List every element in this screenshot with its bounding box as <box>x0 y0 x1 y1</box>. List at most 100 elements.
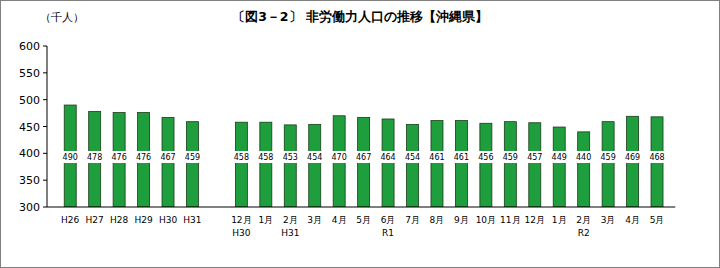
data-label: 464 <box>380 153 395 162</box>
data-label: 467 <box>356 153 371 162</box>
data-label: 458 <box>234 153 249 162</box>
data-label: 468 <box>649 153 664 162</box>
data-label-box <box>525 151 545 163</box>
x-tick-label-line: 12月 <box>231 215 251 225</box>
x-tick-label: 8月 <box>430 215 445 225</box>
x-tick-label-line: H29 <box>134 215 152 225</box>
x-tick-label-line: H26 <box>61 215 79 225</box>
bar <box>186 122 198 207</box>
data-label-box <box>647 151 667 163</box>
y-tick-label: 300 <box>19 201 40 214</box>
x-tick-label-line: 3月 <box>601 215 616 225</box>
x-tick-label-line: 3月 <box>307 215 322 225</box>
bar <box>455 121 467 207</box>
data-label: 440 <box>576 153 591 162</box>
x-tick-label: 1月 <box>258 215 273 225</box>
x-tick-label-line: 4月 <box>332 215 347 225</box>
bar <box>407 124 419 207</box>
y-tick <box>43 153 47 154</box>
x-tick-label-line: H28 <box>110 215 128 225</box>
data-label-box <box>158 151 178 163</box>
data-label: 453 <box>283 153 298 162</box>
x-tick-label-line: H30 <box>159 215 177 225</box>
data-label: 478 <box>87 153 102 162</box>
x-tick-label: 5月 <box>650 215 665 225</box>
data-label-box <box>623 151 643 163</box>
y-tick-label: 450 <box>19 121 40 134</box>
data-labels: 4904784764764674594584584534544704674644… <box>60 151 667 163</box>
data-label-box <box>305 151 325 163</box>
y-tick-label: 600 <box>19 40 40 53</box>
y-tick-label: 350 <box>19 174 40 187</box>
x-tick-label: 9月 <box>454 215 469 225</box>
bar <box>431 121 443 207</box>
y-tick <box>43 72 47 73</box>
data-label: 461 <box>429 153 444 162</box>
x-tick-label: 4月 <box>332 215 347 225</box>
x-tick-label-line: H31 <box>281 228 299 238</box>
data-label-box <box>134 151 154 163</box>
x-tick-label-line: 4月 <box>625 215 640 225</box>
data-label-box <box>280 151 300 163</box>
data-label-box <box>427 151 447 163</box>
data-label-box <box>60 151 80 163</box>
x-tick-label-line: R2 <box>578 228 590 238</box>
data-label-box <box>500 151 520 163</box>
x-tick-label-line: 7月 <box>405 215 420 225</box>
bar <box>480 123 492 207</box>
data-label-box <box>476 151 496 163</box>
x-tick-label: H31 <box>183 215 201 225</box>
x-tick-label-line: 11月 <box>500 215 520 225</box>
title: 〔図3－2〕 非労働力人口の推移【沖縄県】 <box>232 9 488 24</box>
data-label-box <box>451 151 471 163</box>
data-label-box <box>598 151 618 163</box>
data-label: 467 <box>160 153 175 162</box>
data-label-box <box>256 151 276 163</box>
x-tick-label-line: 1月 <box>552 215 567 225</box>
x-tick-label-line: 10月 <box>476 215 496 225</box>
bar <box>578 132 590 207</box>
data-label: 461 <box>454 153 469 162</box>
x-tick-label-line: 12月 <box>525 215 545 225</box>
bar <box>309 124 321 207</box>
data-label: 459 <box>185 153 200 162</box>
x-tick-label: 12月H30 <box>231 215 251 238</box>
bar <box>553 127 565 207</box>
data-label: 456 <box>478 153 493 162</box>
x-tick-label: 7月 <box>405 215 420 225</box>
x-tick-label: 1月 <box>552 215 567 225</box>
x-tick-label: 2月R2 <box>576 215 591 238</box>
data-label: 457 <box>527 153 542 162</box>
data-label-box <box>109 151 129 163</box>
data-label: 476 <box>111 153 126 162</box>
data-label: 454 <box>405 153 420 162</box>
x-tick-label-line: 1月 <box>258 215 273 225</box>
y-tick <box>43 99 47 100</box>
x-tick-label-line: H27 <box>86 215 104 225</box>
x-tick-label: 5月 <box>356 215 371 225</box>
y-tick-label: 400 <box>19 147 40 160</box>
x-tick-label: 3月 <box>307 215 322 225</box>
x-tick-label: 2月H31 <box>281 215 299 238</box>
data-label-box <box>378 151 398 163</box>
data-label-box <box>182 151 202 163</box>
x-tick-label: H28 <box>110 215 128 225</box>
data-label: 490 <box>63 153 78 162</box>
x-tick-label: 10月 <box>476 215 496 225</box>
x-tick-label: H27 <box>86 215 104 225</box>
x-tick-label-line: R1 <box>382 228 394 238</box>
x-tick-label-line: 5月 <box>356 215 371 225</box>
x-tick-label: 12月 <box>525 215 545 225</box>
x-tick-label-line: 2月 <box>576 215 591 225</box>
x-tick-label-line: 5月 <box>650 215 665 225</box>
x-tick-label-line: 9月 <box>454 215 469 225</box>
data-label: 470 <box>332 153 347 162</box>
data-label-box <box>403 151 423 163</box>
data-label: 476 <box>136 153 151 162</box>
y-tick-label: 550 <box>19 67 40 80</box>
x-tick-label-line: 6月 <box>381 215 396 225</box>
y-tick <box>43 46 47 47</box>
x-tick-label: 6月R1 <box>381 215 396 238</box>
data-label: 459 <box>503 153 518 162</box>
bar <box>235 122 247 207</box>
